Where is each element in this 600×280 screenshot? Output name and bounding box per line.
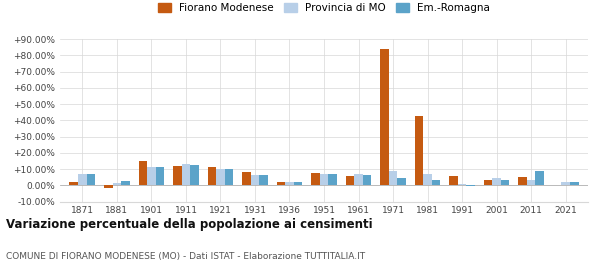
Bar xyxy=(363,175,371,185)
Bar xyxy=(294,182,302,185)
Bar xyxy=(285,182,294,185)
Bar xyxy=(380,49,389,185)
Bar xyxy=(346,176,354,185)
Bar xyxy=(277,182,285,185)
Bar xyxy=(535,171,544,185)
Bar xyxy=(492,178,501,185)
Bar xyxy=(311,173,320,185)
Bar xyxy=(518,177,527,185)
Bar xyxy=(173,166,182,185)
Bar xyxy=(113,183,121,185)
Bar xyxy=(104,185,113,188)
Bar xyxy=(216,169,225,185)
Legend: Fiorano Modenese, Provincia di MO, Em.-Romagna: Fiorano Modenese, Provincia di MO, Em.-R… xyxy=(154,0,494,17)
Text: Variazione percentuale della popolazione ai censimenti: Variazione percentuale della popolazione… xyxy=(6,218,373,231)
Bar xyxy=(354,174,363,185)
Bar xyxy=(139,161,147,185)
Bar xyxy=(328,174,337,185)
Bar xyxy=(259,175,268,185)
Bar xyxy=(182,164,190,185)
Bar xyxy=(484,181,492,185)
Bar xyxy=(466,185,475,186)
Bar xyxy=(225,169,233,185)
Bar xyxy=(449,176,458,185)
Bar xyxy=(561,182,570,185)
Bar xyxy=(570,182,578,185)
Bar xyxy=(251,175,259,185)
Bar xyxy=(78,174,87,185)
Bar xyxy=(501,180,509,185)
Bar xyxy=(190,165,199,185)
Bar xyxy=(458,184,466,185)
Bar xyxy=(389,171,397,185)
Bar xyxy=(423,174,432,185)
Bar xyxy=(121,181,130,185)
Text: COMUNE DI FIORANO MODENESE (MO) - Dati ISTAT - Elaborazione TUTTITALIA.IT: COMUNE DI FIORANO MODENESE (MO) - Dati I… xyxy=(6,252,365,261)
Bar xyxy=(87,174,95,185)
Bar xyxy=(397,178,406,185)
Bar xyxy=(70,182,78,185)
Bar xyxy=(320,174,328,185)
Bar xyxy=(147,167,156,185)
Bar xyxy=(242,172,251,185)
Bar xyxy=(527,181,535,185)
Bar xyxy=(208,167,216,185)
Bar xyxy=(156,167,164,185)
Bar xyxy=(415,116,423,185)
Bar xyxy=(432,181,440,185)
